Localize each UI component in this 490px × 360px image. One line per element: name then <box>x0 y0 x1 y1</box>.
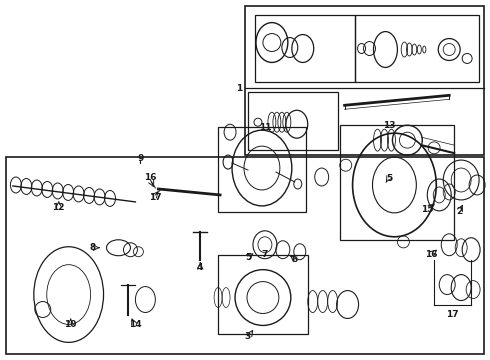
Bar <box>218 255 308 334</box>
Bar <box>218 127 306 212</box>
Text: 3: 3 <box>245 332 251 341</box>
Bar <box>255 15 355 82</box>
Bar <box>355 15 479 82</box>
Text: 2: 2 <box>456 207 462 216</box>
Text: 14: 14 <box>129 320 142 329</box>
Text: 6: 6 <box>292 255 298 264</box>
Text: 17: 17 <box>149 193 162 202</box>
Text: 4: 4 <box>197 263 203 272</box>
Text: 17: 17 <box>446 310 459 319</box>
Bar <box>245 6 484 155</box>
Text: 10: 10 <box>65 320 77 329</box>
Bar <box>248 92 338 150</box>
Bar <box>6 157 484 354</box>
Text: 13: 13 <box>383 121 396 130</box>
Bar <box>340 125 454 240</box>
Text: 7: 7 <box>262 250 268 259</box>
Text: 5: 5 <box>245 253 251 262</box>
Text: 5: 5 <box>386 174 392 183</box>
Text: 16: 16 <box>425 250 438 259</box>
Text: 15: 15 <box>421 206 434 215</box>
Text: 8: 8 <box>89 243 96 252</box>
Text: 9: 9 <box>137 154 144 163</box>
Text: 12: 12 <box>52 203 65 212</box>
Text: 11: 11 <box>259 123 271 132</box>
Text: 1: 1 <box>236 84 242 93</box>
Text: 16: 16 <box>144 172 157 181</box>
